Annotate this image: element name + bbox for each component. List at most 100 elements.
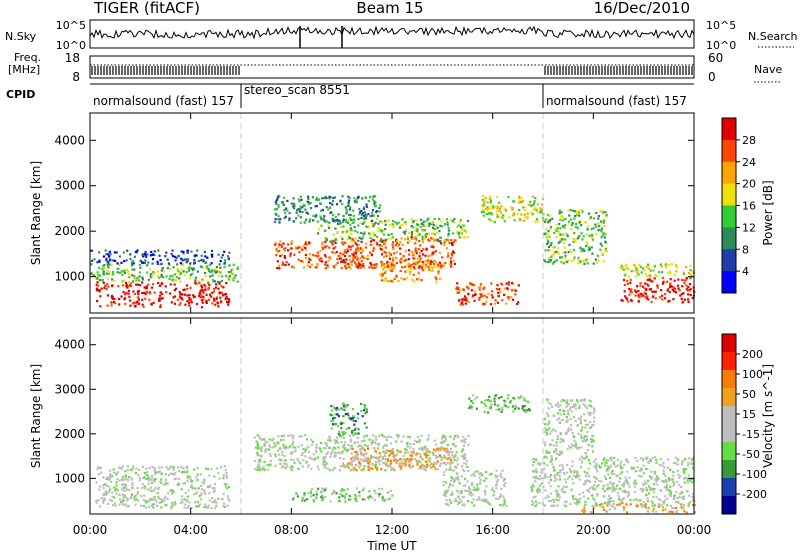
velocity-cell [657,478,660,481]
velocity-cell [595,486,598,489]
velocity-cell [676,459,680,462]
power-cell [559,233,562,236]
power-cell [185,261,188,264]
velocity-cell [618,480,621,483]
power-cell [378,245,381,248]
power-cell [544,232,547,235]
velocity-cell [349,438,352,441]
power-cell [517,301,520,304]
power-cell [435,278,438,281]
cpid-label: CPID [6,88,35,101]
power-cell [463,295,467,298]
freq-label-line1: Freq. [14,51,41,64]
velocity-cell [424,469,428,472]
velocity-cell [594,465,598,468]
velocity-cell [504,405,507,408]
power-cell [417,248,420,251]
power-cell [331,251,334,254]
power-cell [376,217,379,220]
velocity-cell [565,405,568,408]
velocity-cell [424,452,427,455]
power-cell [490,220,493,223]
velocity-cell [419,453,422,456]
velocity-cell [463,455,466,458]
velocity-cell [678,484,681,487]
velocity-cell [489,473,492,476]
velocity-cell [333,416,336,420]
velocity-cell [666,466,669,469]
power-cell [512,298,515,301]
velocity-cell [495,480,498,483]
velocity-cell [283,434,286,437]
power-cell [551,217,554,220]
velocity-cell [359,463,362,466]
velocity-cell [143,485,146,488]
power-cell [449,260,453,263]
power-cell [174,255,177,258]
power-cell [497,291,500,294]
power-cell [596,254,599,257]
velocity-cell [462,448,465,451]
power-cell [586,225,589,228]
power-cell [109,259,112,262]
velocity-cell [593,416,596,419]
velocity-cell [259,438,262,441]
velocity-cell [544,455,547,458]
velocity-cell [522,409,525,412]
power-cell [377,226,380,230]
power-cell [300,198,303,201]
power-cell [353,251,356,254]
velocity-cell [289,445,292,448]
power-cell [456,282,459,285]
power-cell [621,266,624,269]
power-cell [105,288,108,291]
power-cell [650,300,653,303]
velocity-cell [378,463,381,466]
velocity-cell [297,445,300,448]
power-cell [496,207,499,210]
power-cell [365,203,368,206]
velocity-cell [144,499,147,502]
power-cell [432,246,435,249]
velocity-cell [126,505,129,508]
power-cell [352,221,355,224]
velocity-cell [171,473,174,476]
velocity-cell [686,479,689,482]
power-cell [122,284,125,287]
velocity-cell [446,450,449,453]
power-cell [274,200,277,203]
power-cell [276,196,279,199]
velocity-cell [455,451,458,454]
power-cell [282,203,286,206]
velocity-cell [445,503,448,506]
power-cell [208,269,211,272]
velocity-cell [284,466,287,469]
velocity-cell [377,435,381,438]
power-cell [319,202,322,205]
velocity-cell [499,474,502,477]
velocity-cell [443,461,446,464]
velocity-cell [146,473,149,476]
velocity-cell [514,404,517,407]
power-cell [482,201,486,204]
power-cell [577,210,580,213]
velocity-cell [609,457,612,460]
velocity-cell [603,457,606,460]
power-cell [630,270,633,273]
power-cell [623,278,626,282]
power-cell [106,263,109,266]
velocity-cell [160,500,163,503]
power-cell [646,263,650,266]
velocity-cell [362,487,366,490]
velocity-cell [152,506,155,509]
velocity-cell [292,434,295,437]
velocity-cell [613,456,616,460]
velocity-cell [170,465,173,468]
velocity-cell [95,481,98,484]
power-cell [122,251,125,254]
velocity-cell [461,496,464,499]
power-cell [553,231,556,234]
power-cell [356,243,359,247]
power-cell [383,250,386,253]
power-cell [363,221,366,224]
